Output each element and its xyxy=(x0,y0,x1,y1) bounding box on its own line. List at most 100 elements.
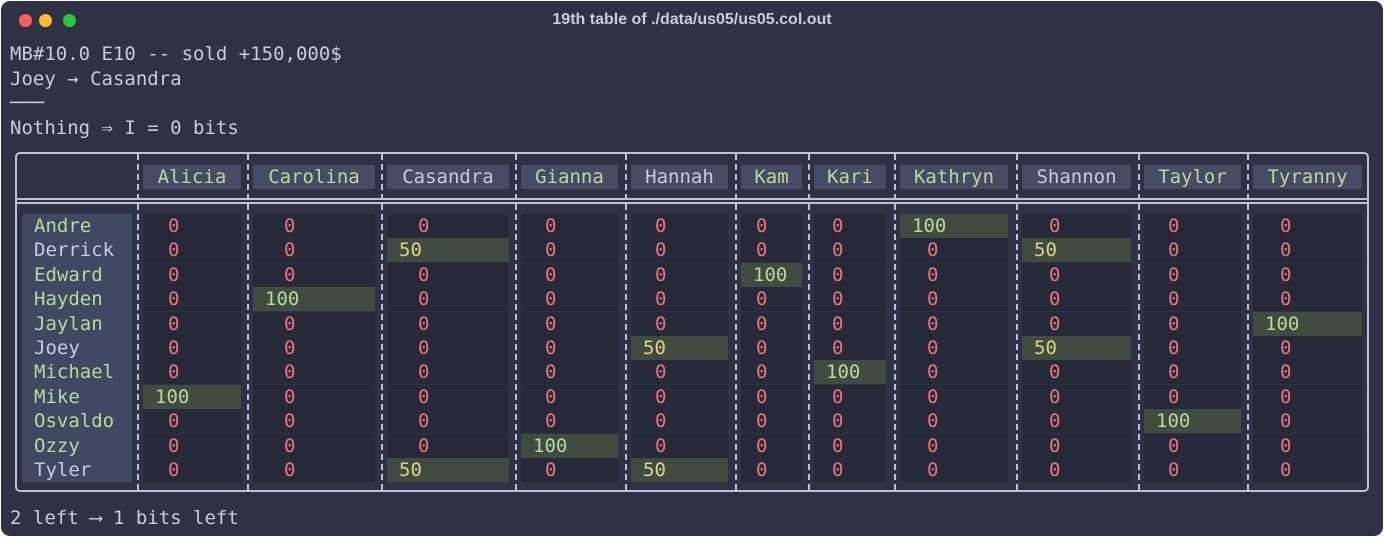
table-cell: 0 xyxy=(253,433,375,458)
table-cell: 0 xyxy=(741,360,802,385)
row-name-mike: Mike xyxy=(34,385,80,408)
table-cell: 0 xyxy=(521,238,618,263)
table-cell: 0 xyxy=(253,458,375,482)
minimize-window-button[interactable] xyxy=(39,14,52,27)
table-cell: 0 xyxy=(741,336,802,360)
table-cell: 0 xyxy=(143,214,241,238)
table-cell: 0 xyxy=(143,433,241,458)
table-cell: 0 xyxy=(741,433,802,458)
table-cell: 0 xyxy=(1253,384,1362,409)
table-cell: 0 xyxy=(387,433,509,458)
table-cell: 0 xyxy=(387,336,509,360)
table-cell: 0 xyxy=(814,433,886,458)
table-cell: 0 xyxy=(741,214,802,238)
table-cell: 0 xyxy=(1144,311,1241,336)
status-line-3: Nothing ⇒ I = 0 bits xyxy=(10,117,239,139)
column-separator xyxy=(808,154,810,490)
row-name-andre: Andre xyxy=(34,215,92,237)
table-cell: 0 xyxy=(814,409,886,434)
table-cell: 0 xyxy=(1144,360,1241,385)
column-header-kathryn: Kathryn xyxy=(900,165,1008,189)
table-cell: 0 xyxy=(1022,409,1131,434)
table-cell: 0 xyxy=(143,409,241,434)
table-cell: 0 xyxy=(1253,360,1362,385)
row-name-ozzy: Ozzy xyxy=(34,434,80,457)
table-cell: 0 xyxy=(814,311,886,336)
table-cell: 0 xyxy=(814,238,886,263)
table-cell: 0 xyxy=(1022,458,1131,482)
column-header-hannah: Hannah xyxy=(631,165,728,189)
table-cell: 0 xyxy=(143,238,241,263)
table-cell: 0 xyxy=(741,458,802,482)
header-divider xyxy=(17,198,1367,204)
table-cell: 100 xyxy=(814,360,886,385)
table-cell: 0 xyxy=(253,214,375,238)
table-cell: 0 xyxy=(521,262,618,287)
table-cell: 0 xyxy=(1022,262,1131,287)
table-cell: 0 xyxy=(1253,433,1362,458)
column-separator xyxy=(625,154,627,490)
table-cell: 100 xyxy=(521,433,618,458)
table-cell: 0 xyxy=(1144,336,1241,360)
column-separator xyxy=(1016,154,1018,490)
table-cell: 0 xyxy=(900,384,1008,409)
table-cell: 0 xyxy=(631,433,728,458)
table-cell: 0 xyxy=(741,409,802,434)
table-cell: 0 xyxy=(143,262,241,287)
table-cell: 0 xyxy=(253,336,375,360)
table-cell: 0 xyxy=(143,458,241,482)
table-cell: 0 xyxy=(1144,287,1241,312)
column-separator xyxy=(735,154,737,490)
table-cell: 100 xyxy=(1144,409,1241,434)
table-cell: 0 xyxy=(741,384,802,409)
column-separator xyxy=(894,154,896,490)
table-cell: 0 xyxy=(814,384,886,409)
table-cell: 0 xyxy=(1253,409,1362,434)
table-cell: 0 xyxy=(900,336,1008,360)
column-header-tyranny: Tyranny xyxy=(1253,165,1362,189)
table-cell: 100 xyxy=(253,287,375,312)
table-cell: 0 xyxy=(1022,287,1131,312)
table-cell: 0 xyxy=(1144,458,1241,482)
table-cell: 0 xyxy=(387,384,509,409)
table-cell: 0 xyxy=(1022,384,1131,409)
table-cell: 0 xyxy=(1253,262,1362,287)
zoom-window-button[interactable] xyxy=(63,14,76,27)
table-cell: 0 xyxy=(521,360,618,385)
table-cell: 0 xyxy=(253,384,375,409)
table-cell: 0 xyxy=(143,360,241,385)
table-cell: 50 xyxy=(1022,238,1131,263)
table-cell: 0 xyxy=(631,384,728,409)
table-cell: 0 xyxy=(253,238,375,263)
table-cell: 0 xyxy=(814,287,886,312)
table-cell: 0 xyxy=(631,311,728,336)
table-cell: 0 xyxy=(1022,360,1131,385)
table-cell: 0 xyxy=(1144,238,1241,263)
table-cell: 0 xyxy=(521,384,618,409)
table-cell: 50 xyxy=(1022,336,1131,360)
footer-line: 2 left ⟶ 1 bits left xyxy=(10,507,239,529)
close-window-button[interactable] xyxy=(19,14,32,27)
table-cell: 0 xyxy=(900,287,1008,312)
table-cell: 0 xyxy=(1144,262,1241,287)
table-cell: 0 xyxy=(1253,214,1362,238)
column-header-shannon: Shannon xyxy=(1022,165,1131,189)
table-cell: 0 xyxy=(900,238,1008,263)
row-name-column xyxy=(22,214,132,482)
table-cell: 50 xyxy=(631,458,728,482)
table-cell: 0 xyxy=(387,262,509,287)
table-cell: 0 xyxy=(521,458,618,482)
table-cell: 100 xyxy=(1253,311,1362,336)
column-header-kam: Kam xyxy=(741,165,802,189)
table-cell: 0 xyxy=(1253,336,1362,360)
table-cell: 0 xyxy=(1022,433,1131,458)
table-cell: 0 xyxy=(900,311,1008,336)
table-cell: 0 xyxy=(814,336,886,360)
table-cell: 0 xyxy=(253,311,375,336)
table-cell: 100 xyxy=(900,214,1008,238)
table-cell: 0 xyxy=(631,360,728,385)
status-line-2: Joey → Casandra xyxy=(10,68,182,90)
table-cell: 0 xyxy=(521,311,618,336)
table-cell: 0 xyxy=(900,433,1008,458)
column-header-kari: Kari xyxy=(814,165,886,189)
